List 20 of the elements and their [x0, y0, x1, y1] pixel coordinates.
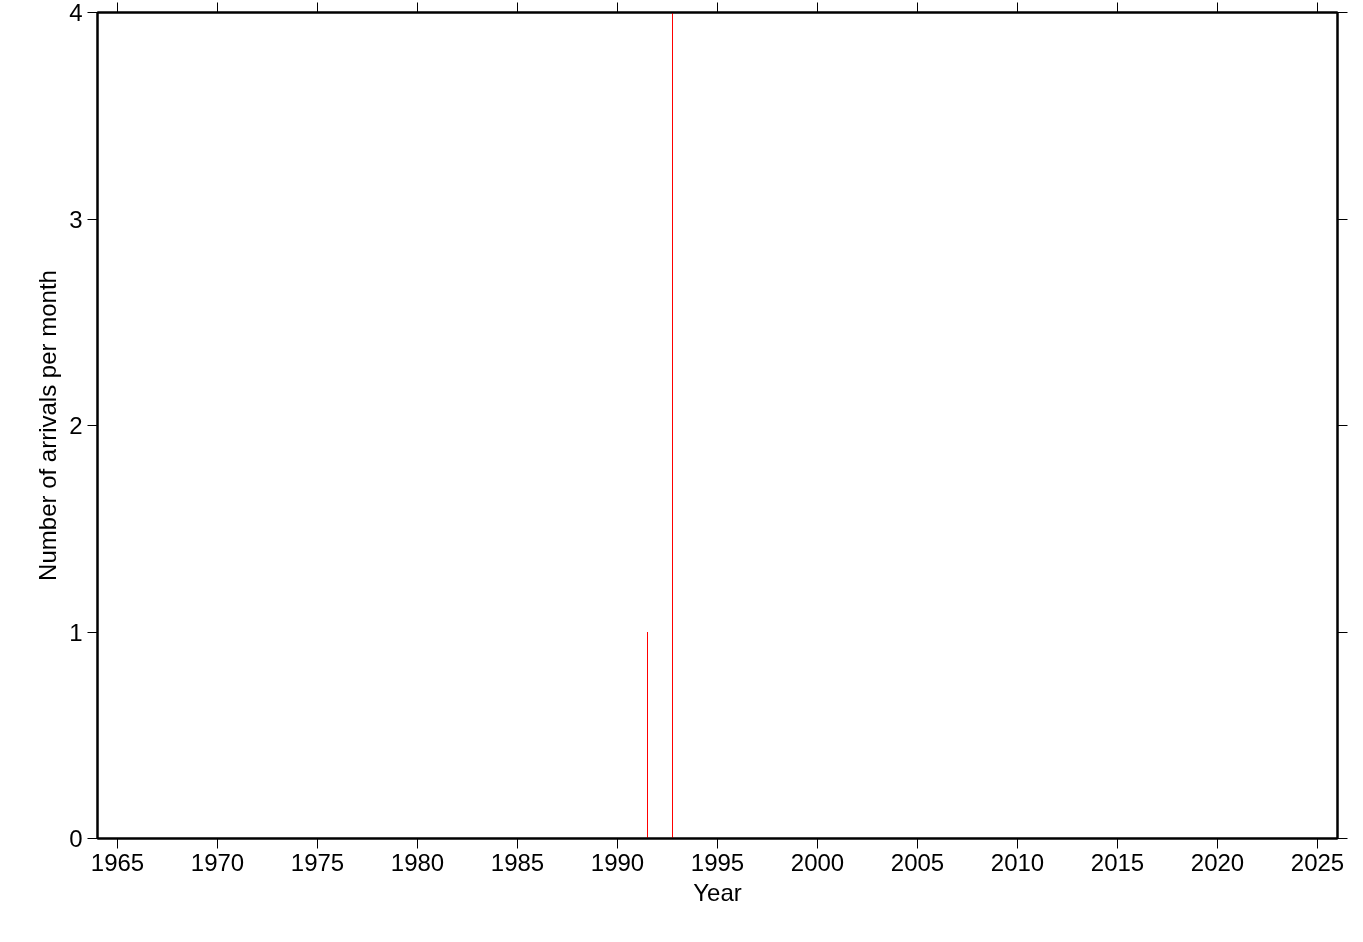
x-tick-label: 2010 [990, 848, 1045, 876]
x-tick-label: 1990 [590, 848, 645, 876]
x-tick-label: 1970 [190, 848, 245, 876]
y-tick-label: 3 [69, 205, 83, 233]
y-tick-label: 0 [69, 825, 83, 852]
x-tick-label: 2005 [890, 848, 945, 876]
x-tick-label: 1985 [490, 848, 545, 876]
x-tick-label: 2020 [1190, 848, 1245, 876]
y-tick-label: 1 [69, 618, 83, 646]
x-tick-label: 1980 [390, 848, 445, 876]
x-tick-label: 2015 [1090, 848, 1145, 876]
y-axis-title: Number of arrivals per month [34, 270, 62, 581]
y-tick-label: 4 [69, 0, 83, 26]
x-tick-label: 2000 [790, 848, 845, 876]
x-axis-title: Year [693, 878, 742, 906]
x-tick-label: 1965 [90, 848, 145, 876]
x-tick-label: 2025 [1290, 848, 1345, 876]
x-tick-label: 1975 [290, 848, 345, 876]
x-tick-label: 1995 [690, 848, 745, 876]
y-tick-label: 2 [69, 412, 83, 439]
